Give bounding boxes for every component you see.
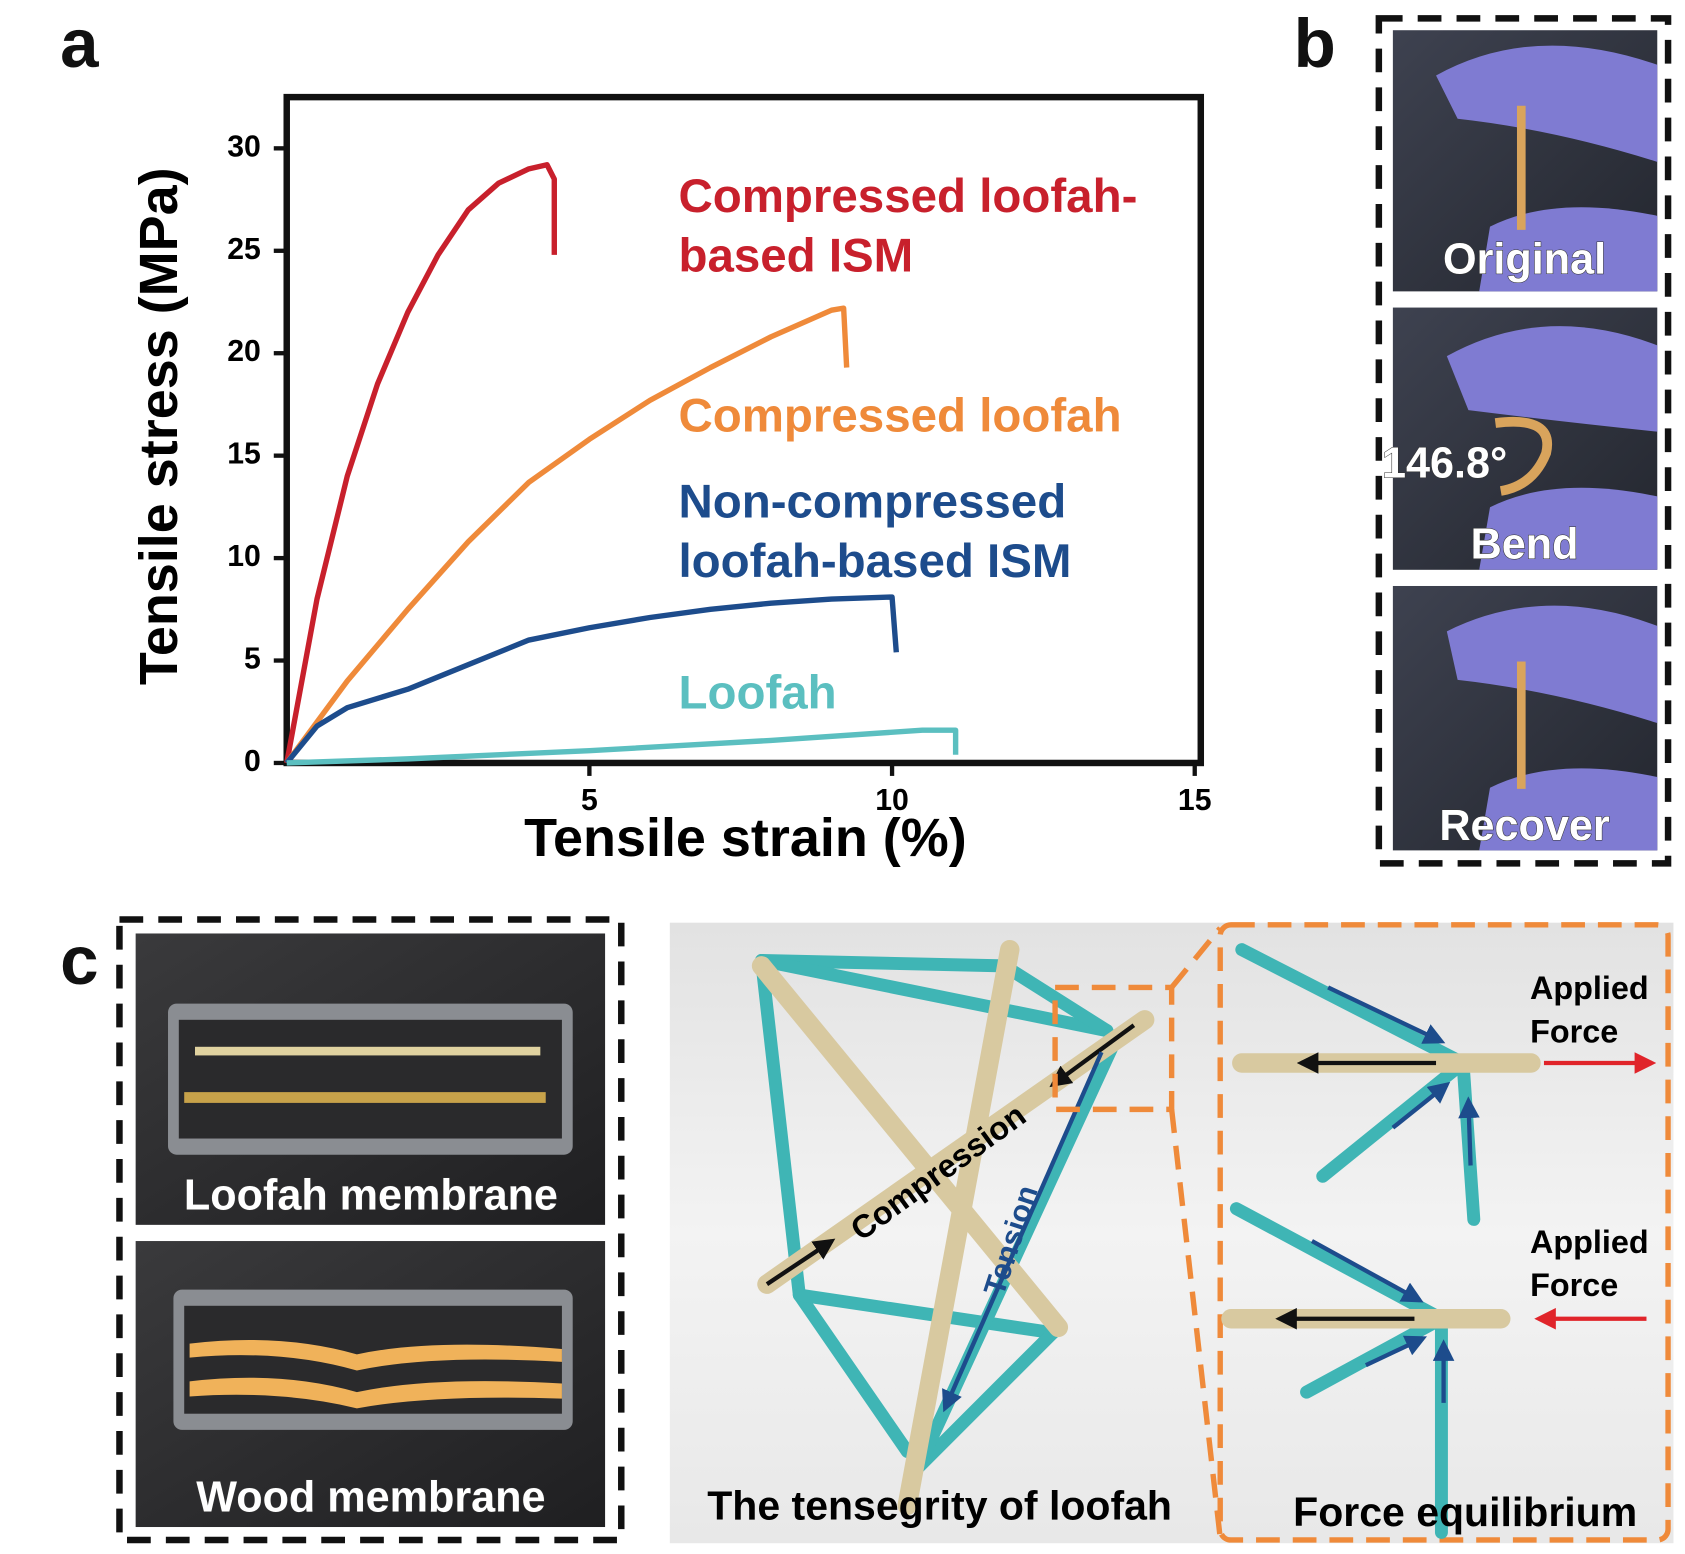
line bbox=[284, 594, 899, 765]
line bbox=[284, 162, 557, 764]
x-tick-label: 5 bbox=[581, 784, 598, 817]
rod bbox=[897, 939, 1020, 1516]
membrane bbox=[189, 1339, 562, 1371]
panel-b: Original Bend 146.8° Recover bbox=[1375, 15, 1672, 867]
series-label: based ISM bbox=[678, 230, 913, 283]
dashed-frame bbox=[1375, 15, 1672, 867]
cable bbox=[911, 1326, 1060, 1475]
photo-label: Recover bbox=[1439, 802, 1610, 850]
zoom-line bbox=[1168, 926, 1223, 1539]
cable bbox=[792, 1288, 914, 1458]
series-label: Compressed loofah bbox=[678, 389, 1121, 442]
arrow bbox=[1458, 1096, 1480, 1166]
photo-label: Wood membrane bbox=[196, 1473, 545, 1521]
plot-frame bbox=[283, 93, 1205, 767]
fiber bbox=[184, 1092, 546, 1103]
cable bbox=[1235, 943, 1470, 1070]
x-axis-label: Tensile strain (%) bbox=[524, 808, 967, 868]
caption: Force equilibrium bbox=[1293, 1489, 1637, 1535]
series-label: Loofah bbox=[678, 667, 836, 720]
y-tick-label: 25 bbox=[227, 233, 261, 266]
force-label: Applied bbox=[1530, 970, 1649, 1006]
arrow bbox=[1327, 985, 1446, 1044]
caption: The tensegrity of loofah bbox=[707, 1483, 1172, 1529]
x-tick-label: 15 bbox=[1178, 784, 1212, 817]
force-label: Applied bbox=[1530, 1224, 1649, 1260]
chart: Tensile strain (%) Tensile stress (MPa) … bbox=[129, 93, 1212, 868]
force-label: Force bbox=[1530, 1013, 1618, 1049]
y-axis-label: Tensile stress (MPa) bbox=[129, 167, 189, 685]
holder bbox=[178, 1019, 562, 1139]
glove bbox=[1436, 45, 1658, 162]
arrow bbox=[1310, 1239, 1424, 1303]
sample bbox=[1516, 661, 1526, 789]
line bbox=[284, 305, 850, 765]
membrane bbox=[189, 1377, 562, 1409]
y-tick-label: 15 bbox=[227, 438, 261, 471]
background bbox=[669, 922, 1674, 1544]
force-label: Force bbox=[1530, 1267, 1618, 1303]
arrow bbox=[1364, 1335, 1427, 1368]
sample bbox=[1516, 105, 1526, 230]
series-label: Non-compressed bbox=[678, 476, 1066, 529]
y-tick-label: 5 bbox=[244, 643, 261, 676]
arrow bbox=[765, 1238, 836, 1287]
arrow bbox=[1391, 1081, 1451, 1130]
glove bbox=[1479, 487, 1658, 570]
cable bbox=[755, 953, 806, 1302]
cable bbox=[997, 959, 1114, 1038]
y-tick-label: 0 bbox=[244, 745, 261, 778]
panel-label: a bbox=[60, 4, 99, 82]
cable bbox=[792, 1288, 1060, 1340]
zoom-box bbox=[1052, 984, 1175, 1113]
line bbox=[286, 727, 959, 766]
cable bbox=[755, 953, 1114, 1038]
cable bbox=[1300, 1312, 1448, 1399]
panel-label: b bbox=[1294, 4, 1336, 82]
photo-label: Loofah membrane bbox=[184, 1171, 558, 1219]
photo-label: Original bbox=[1443, 236, 1606, 284]
series-label: Compressed loofah- bbox=[678, 170, 1137, 223]
y-tick-label: 30 bbox=[227, 130, 261, 163]
panel-d: Compression Tension Applied Force Applie… bbox=[669, 922, 1674, 1544]
panel-c: Loofah membrane Wood membrane bbox=[116, 916, 625, 1544]
fiber bbox=[195, 1046, 541, 1056]
zoom-frame bbox=[1217, 922, 1671, 1543]
photo-label: Bend bbox=[1471, 521, 1579, 569]
glove bbox=[1446, 326, 1658, 432]
x-tick-label: 10 bbox=[875, 784, 909, 817]
series-label: loofah-based ISM bbox=[678, 535, 1071, 588]
cable bbox=[1316, 1056, 1470, 1183]
y-tick-label: 10 bbox=[227, 540, 261, 573]
glove bbox=[1446, 605, 1658, 724]
sample bbox=[1494, 416, 1553, 496]
angle-label: 146.8° bbox=[1382, 440, 1507, 488]
arrow bbox=[1049, 1023, 1136, 1088]
dashed-frame bbox=[116, 916, 625, 1544]
y-tick-label: 20 bbox=[227, 335, 261, 368]
panel-label: c bbox=[60, 921, 98, 999]
cable bbox=[755, 953, 1011, 973]
